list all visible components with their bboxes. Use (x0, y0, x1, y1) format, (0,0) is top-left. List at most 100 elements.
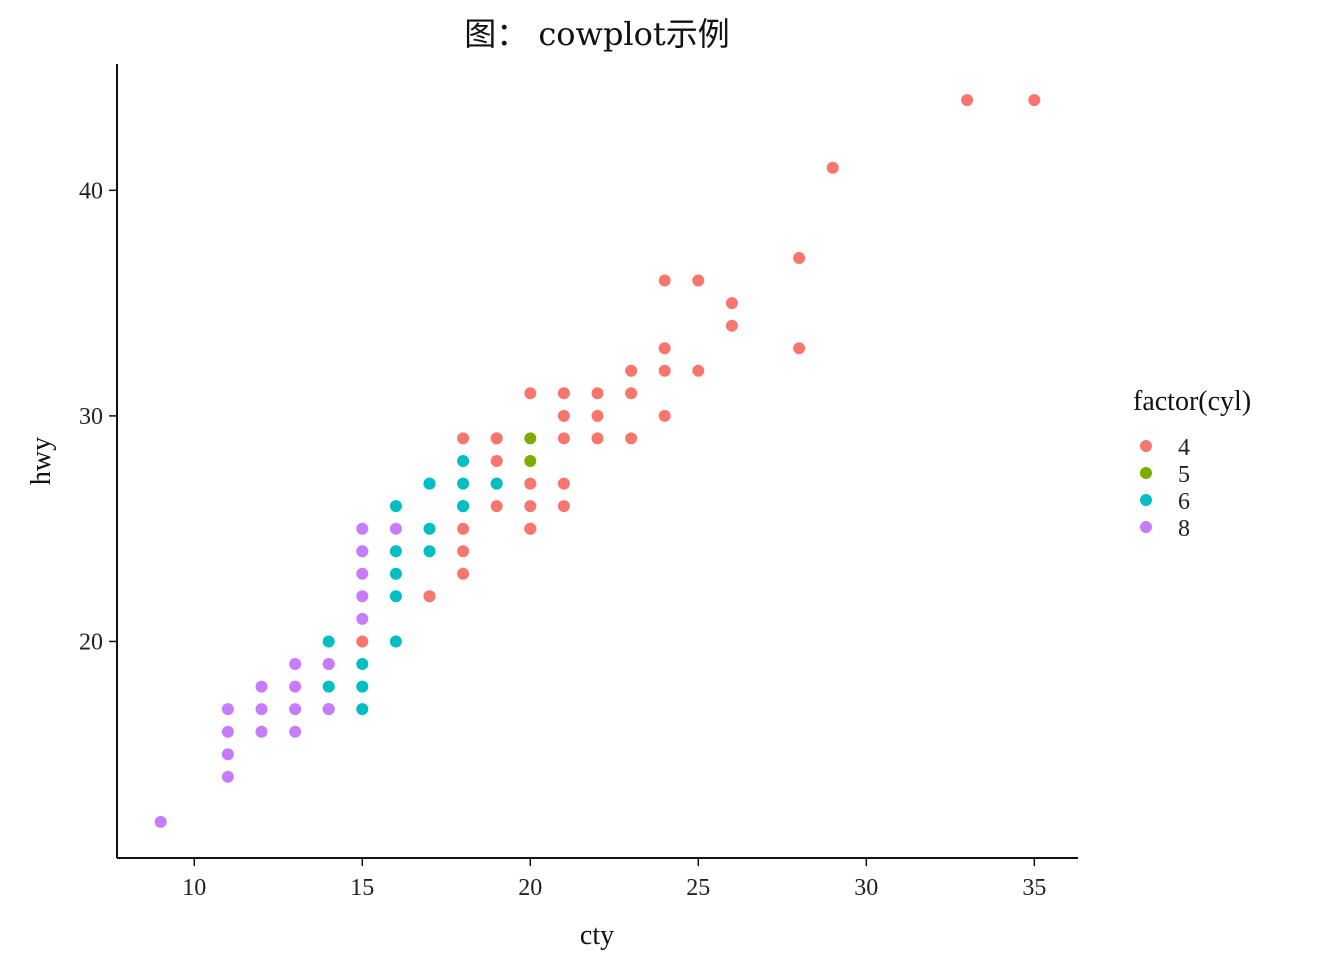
point-cyl-4-12 (457, 545, 470, 558)
point-cyl-8-8 (289, 658, 302, 670)
legend-key-5 (1140, 467, 1152, 479)
x-axis-ticks: 10 15 20 25 30 35 (182, 858, 1046, 901)
point-cyl-8-14 (255, 725, 268, 738)
point-cyl-4-39 (490, 455, 503, 467)
point-cyl-8-20 (322, 658, 335, 670)
y-axis-ticks: 20 30 40 (79, 178, 117, 655)
point-cyl-8-16 (221, 725, 234, 738)
point-cyl-4-1 (557, 432, 570, 445)
point-cyl-4-34 (826, 161, 839, 174)
point-cyl-8-18 (221, 770, 234, 783)
legend-label-4: 4 (1178, 435, 1190, 461)
point-cyl-4-16 (524, 500, 537, 513)
point-cyl-6-8 (490, 477, 503, 490)
point-cyl-6-16 (322, 680, 335, 693)
point-cyl-4-18 (557, 477, 570, 490)
point-cyl-8-4 (356, 612, 369, 625)
point-cyl-4-8 (490, 432, 503, 445)
point-cyl-4-32 (725, 319, 738, 332)
data-points (154, 94, 1041, 828)
point-cyl-4-15 (524, 477, 537, 490)
x-tick-label-25: 25 (686, 875, 710, 901)
x-axis-label: cty (580, 920, 614, 951)
point-cyl-4-23 (625, 432, 638, 445)
point-cyl-4-31 (725, 297, 738, 310)
point-cyl-4-27 (557, 387, 570, 400)
point-cyl-6-15 (322, 635, 335, 648)
point-cyl-4-30 (692, 274, 705, 287)
point-cyl-4-29 (658, 274, 671, 287)
point-cyl-4-28 (658, 364, 671, 377)
y-tick-label-30: 30 (79, 404, 103, 430)
legend-label-6: 6 (1178, 489, 1190, 515)
point-cyl-6-9 (389, 567, 402, 580)
x-tick-label-35: 35 (1022, 875, 1046, 901)
legend-label-5: 5 (1178, 462, 1190, 488)
point-cyl-4-19 (557, 500, 570, 513)
point-cyl-4-7 (591, 432, 604, 445)
point-cyl-8-5 (389, 522, 402, 535)
point-cyl-4-33 (793, 252, 806, 264)
point-cyl-8-7 (322, 703, 335, 716)
point-cyl-8-0 (356, 522, 369, 535)
point-cyl-8-10 (289, 703, 302, 716)
point-cyl-4-41 (524, 522, 537, 535)
point-cyl-4-21 (658, 342, 671, 355)
point-cyl-8-19 (154, 815, 167, 828)
point-cyl-4-37 (1028, 94, 1041, 107)
point-cyl-4-13 (356, 635, 369, 648)
point-cyl-4-0 (457, 432, 470, 445)
point-cyl-4-25 (591, 409, 604, 422)
point-cyl-4-3 (557, 409, 570, 422)
y-tick-label-20: 20 (79, 629, 103, 655)
point-cyl-6-14 (356, 703, 369, 716)
legend-title: factor(cyl) (1133, 386, 1251, 417)
point-cyl-8-15 (221, 703, 234, 716)
x-tick-label-20: 20 (518, 875, 542, 901)
point-cyl-4-11 (423, 590, 436, 603)
point-cyl-4-35 (793, 342, 806, 355)
point-cyl-4-20 (658, 409, 671, 422)
point-cyl-4-26 (591, 387, 604, 400)
point-cyl-6-4 (423, 545, 436, 558)
x-tick-label-10: 10 (182, 875, 206, 901)
y-tick-label-40: 40 (79, 178, 103, 204)
point-cyl-4-24 (625, 387, 638, 400)
point-cyl-6-1 (389, 545, 402, 558)
point-cyl-6-19 (457, 500, 470, 513)
point-cyl-8-11 (289, 725, 302, 738)
point-cyl-8-3 (356, 590, 369, 603)
point-cyl-6-10 (389, 590, 402, 603)
point-cyl-4-22 (625, 364, 638, 377)
point-cyl-6-12 (356, 658, 369, 670)
point-cyl-4-38 (692, 364, 705, 377)
point-cyl-4-10 (457, 522, 470, 535)
y-axis-label: hwy (26, 437, 57, 485)
point-cyl-8-2 (356, 567, 369, 580)
point-cyl-8-21 (356, 545, 369, 558)
point-cyl-5-1 (524, 432, 537, 445)
legend-label-8: 8 (1178, 516, 1190, 542)
point-cyl-6-3 (423, 522, 436, 535)
point-cyl-6-11 (389, 635, 402, 648)
point-cyl-8-13 (255, 703, 268, 716)
x-tick-label-15: 15 (350, 875, 374, 901)
point-cyl-6-6 (457, 477, 470, 490)
chart-title: 图： cowplot示例 (464, 15, 730, 53)
point-cyl-4-14 (457, 567, 470, 580)
legend-key-4 (1140, 440, 1152, 452)
point-cyl-4-36 (961, 94, 974, 107)
legend-key-6 (1140, 494, 1152, 506)
point-cyl-4-9 (490, 500, 503, 513)
point-cyl-8-17 (221, 748, 234, 761)
point-cyl-4-2 (524, 387, 537, 400)
legend-key-8 (1140, 521, 1152, 533)
point-cyl-6-0 (389, 500, 402, 513)
point-cyl-8-12 (255, 680, 268, 693)
point-cyl-6-13 (356, 680, 369, 693)
point-cyl-6-5 (457, 455, 470, 467)
x-tick-label-30: 30 (854, 875, 878, 901)
